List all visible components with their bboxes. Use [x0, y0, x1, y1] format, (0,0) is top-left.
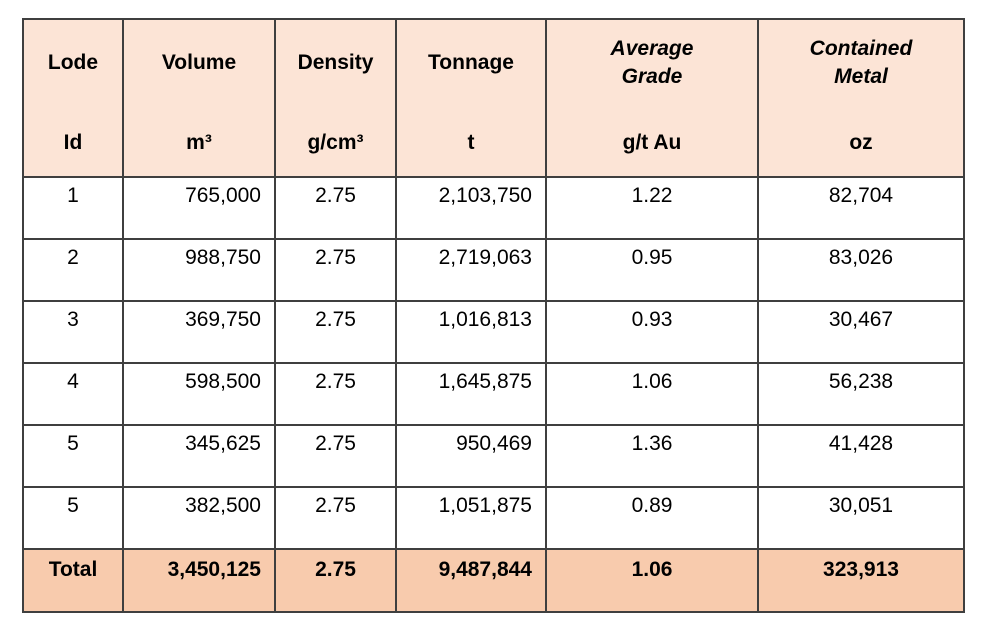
cell-volume: 988,750 [122, 238, 276, 302]
cell-tonnage: 2,719,063 [395, 238, 547, 302]
cell-grade: 1.22 [545, 176, 759, 240]
header-contained-metal-title: Contained Metal [809, 37, 913, 88]
cell-volume: 382,500 [122, 486, 276, 550]
cell-tonnage: 1,051,875 [395, 486, 547, 550]
cell-metal: 56,238 [757, 362, 965, 426]
cell-density: 2.75 [274, 362, 397, 426]
cell-metal: 41,428 [757, 424, 965, 488]
header-density-title: Density [297, 51, 374, 74]
cell-metal: 82,704 [757, 176, 965, 240]
header-contained-metal-unit: oz [849, 131, 873, 154]
header-row: Lode Id Volume m³ Density g/cm³ [22, 18, 965, 178]
cell-volume: 345,625 [122, 424, 276, 488]
header-density-unit: g/cm³ [307, 131, 364, 154]
resource-estimate-table: Lode Id Volume m³ Density g/cm³ [22, 18, 965, 613]
total-density: 2.75 [274, 548, 397, 613]
cell-tonnage: 950,469 [395, 424, 547, 488]
total-metal: 323,913 [757, 548, 965, 613]
cell-density: 2.75 [274, 176, 397, 240]
cell-density: 2.75 [274, 238, 397, 302]
cell-lode-id: 5 [22, 486, 124, 550]
cell-grade: 0.89 [545, 486, 759, 550]
cell-volume: 765,000 [122, 176, 276, 240]
header-tonnage-title: Tonnage [428, 51, 514, 74]
header-contained-metal: Contained Metal oz [757, 18, 965, 178]
cell-tonnage: 1,016,813 [395, 300, 547, 364]
header-lode: Lode Id [22, 18, 124, 178]
header-tonnage-unit: t [467, 131, 475, 154]
cell-metal: 83,026 [757, 238, 965, 302]
cell-volume: 598,500 [122, 362, 276, 426]
header-lode-title: Lode [47, 51, 99, 74]
table-row: 5 382,500 2.75 1,051,875 0.89 30,051 [22, 486, 965, 550]
total-label: Total [22, 548, 124, 613]
header-volume: Volume m³ [122, 18, 276, 178]
header-lode-unit: Id [63, 131, 83, 154]
cell-lode-id: 5 [22, 424, 124, 488]
table-row: 4 598,500 2.75 1,645,875 1.06 56,238 [22, 362, 965, 426]
cell-lode-id: 2 [22, 238, 124, 302]
cell-metal: 30,051 [757, 486, 965, 550]
header-average-grade: Average Grade g/t Au [545, 18, 759, 178]
cell-density: 2.75 [274, 424, 397, 488]
cell-grade: 0.93 [545, 300, 759, 364]
cell-lode-id: 3 [22, 300, 124, 364]
cell-density: 2.75 [274, 300, 397, 364]
table-row: 5 345,625 2.75 950,469 1.36 41,428 [22, 424, 965, 488]
total-tonnage: 9,487,844 [395, 548, 547, 613]
header-volume-unit: m³ [186, 131, 212, 154]
cell-grade: 0.95 [545, 238, 759, 302]
cell-volume: 369,750 [122, 300, 276, 364]
cell-grade: 1.06 [545, 362, 759, 426]
total-grade: 1.06 [545, 548, 759, 613]
cell-metal: 30,467 [757, 300, 965, 364]
table-row: 1 765,000 2.75 2,103,750 1.22 82,704 [22, 176, 965, 240]
table-row: 2 988,750 2.75 2,719,063 0.95 83,026 [22, 238, 965, 302]
header-density: Density g/cm³ [274, 18, 397, 178]
total-volume: 3,450,125 [122, 548, 276, 613]
cell-grade: 1.36 [545, 424, 759, 488]
cell-tonnage: 1,645,875 [395, 362, 547, 426]
cell-lode-id: 4 [22, 362, 124, 426]
table-row: 3 369,750 2.75 1,016,813 0.93 30,467 [22, 300, 965, 364]
header-volume-title: Volume [161, 51, 237, 74]
cell-lode-id: 1 [22, 176, 124, 240]
header-average-grade-title: Average Grade [610, 37, 694, 88]
header-tonnage: Tonnage t [395, 18, 547, 178]
cell-tonnage: 2,103,750 [395, 176, 547, 240]
resource-estimate-table-wrap: Lode Id Volume m³ Density g/cm³ [22, 18, 965, 613]
cell-density: 2.75 [274, 486, 397, 550]
total-row: Total 3,450,125 2.75 9,487,844 1.06 323,… [22, 548, 965, 613]
header-average-grade-unit: g/t Au [622, 131, 682, 154]
